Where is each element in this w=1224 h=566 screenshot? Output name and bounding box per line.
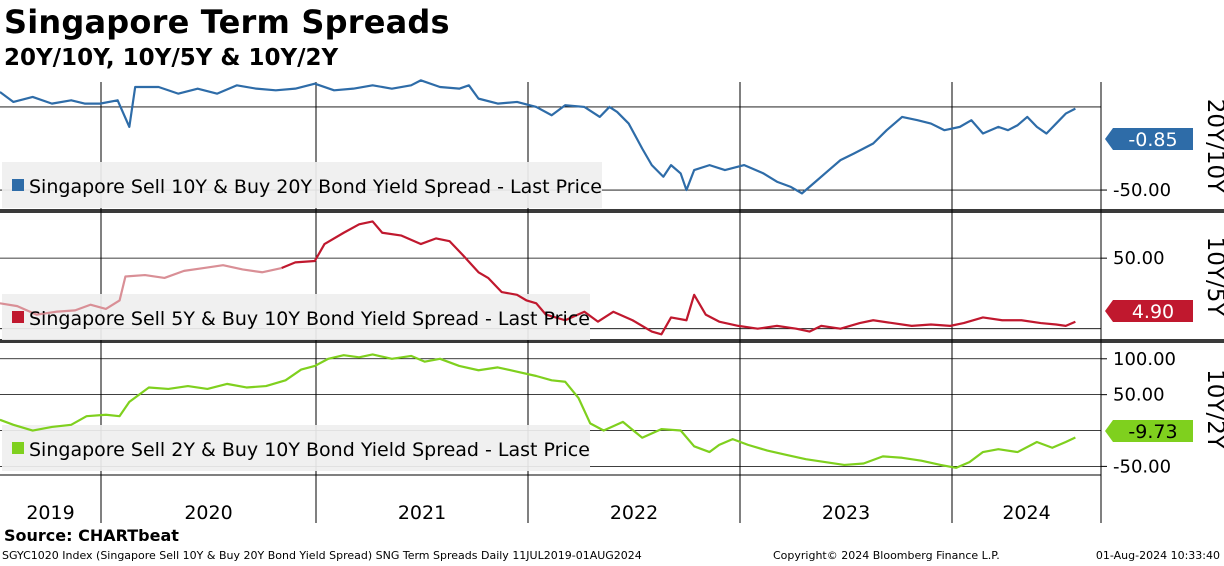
last-value-label: -0.85	[1128, 129, 1177, 151]
legend-box	[2, 294, 590, 340]
legend-swatch	[12, 442, 24, 454]
legend-swatch	[12, 179, 24, 191]
y-tick-label: -50.00	[1113, 456, 1171, 477]
source-note: Source: CHARTbeat	[4, 526, 179, 545]
series-line	[0, 79, 1076, 195]
x-tick-label: 2021	[398, 502, 446, 524]
x-tick-label: 2023	[822, 502, 870, 524]
chart-subtitle: 20Y/10Y, 10Y/5Y & 10Y/2Y	[4, 45, 339, 71]
panel-top-edge	[0, 80, 1224, 82]
series-line-faded	[0, 264, 282, 316]
last-value-label: 4.90	[1132, 301, 1174, 323]
last-value-tag	[1105, 128, 1193, 150]
panel-axis-label: 10Y/5Y	[1202, 237, 1224, 318]
x-tick-label: 2022	[610, 502, 658, 524]
chart-title: Singapore Term Spreads	[4, 3, 450, 41]
last-value-label: -9.73	[1128, 421, 1177, 443]
series-line	[281, 220, 1076, 336]
panel-axis-label: 10Y/2Y	[1202, 369, 1224, 450]
legend-label: Singapore Sell 10Y & Buy 20Y Bond Yield …	[29, 176, 602, 198]
last-value-tag	[1105, 420, 1193, 442]
footer-timestamp: 01-Aug-2024 10:33:40	[1095, 549, 1220, 562]
legend-label: Singapore Sell 5Y & Buy 10Y Bond Yield S…	[29, 308, 590, 330]
legend-box	[2, 162, 602, 208]
y-tick-label: 50.00	[1113, 385, 1165, 406]
y-tick-label: -50.00	[1113, 180, 1171, 201]
footer-copyright: Copyright© 2024 Bloomberg Finance L.P.	[773, 549, 1000, 562]
x-tick-label: 2024	[1002, 502, 1050, 524]
y-tick-label: 50.00	[1113, 248, 1165, 269]
panel-separator	[0, 209, 1224, 213]
footer-index-info: SGYC1020 Index (Singapore Sell 10Y & Buy…	[2, 549, 642, 562]
panel-axis-label: 20Y/10Y	[1202, 99, 1224, 194]
last-value-tag	[1105, 300, 1193, 322]
legend-swatch	[12, 311, 24, 323]
panel-separator	[0, 339, 1224, 343]
x-tick-label: 2019	[26, 502, 74, 524]
series-line	[0, 353, 1076, 469]
y-tick-label: 100.00	[1113, 349, 1176, 370]
legend-label: Singapore Sell 2Y & Buy 10Y Bond Yield S…	[29, 439, 590, 461]
x-tick-label: 2020	[184, 502, 232, 524]
legend-box	[2, 425, 590, 471]
